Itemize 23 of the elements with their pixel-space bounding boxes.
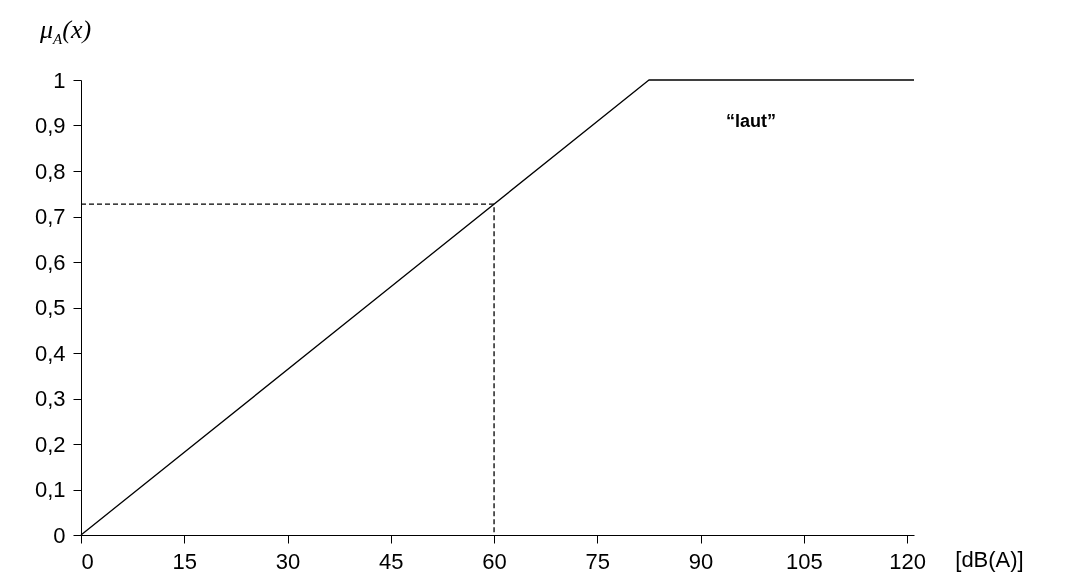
x-tick-label: 15 <box>172 548 198 574</box>
y-tick-label: 0 <box>53 522 66 548</box>
y-tick-label: 0,4 <box>34 340 66 366</box>
y-tick-label: 0,7 <box>34 204 66 229</box>
y-tick-label: 0,3 <box>34 386 66 411</box>
y-tick-label: 0,2 <box>34 431 66 457</box>
y-tick-label: 0,6 <box>34 249 66 275</box>
y-tick-label: 0,5 <box>34 295 66 320</box>
y-tick-label: 0,1 <box>34 477 66 502</box>
y-tick-label: 0,8 <box>34 158 66 184</box>
series-label: “laut” <box>725 111 777 131</box>
x-tick-label: 105 <box>785 548 823 574</box>
y-axis-title: μ$_{A}$(x) <box>40 14 92 49</box>
x-tick-label: 45 <box>379 548 404 574</box>
x-tick-label: 75 <box>585 548 611 574</box>
x-tick-label: 90 <box>688 548 714 574</box>
y-tick-label: 0,9 <box>34 113 66 138</box>
x-tick-label: 120 <box>889 548 926 574</box>
x-tick-label: 30 <box>275 548 301 574</box>
x-axis-title: [dB(A)] <box>955 546 1024 572</box>
x-tick-label: 0 <box>81 548 94 574</box>
x-tick-label: 60 <box>482 548 507 574</box>
y-tick-label: 1 <box>53 67 66 93</box>
